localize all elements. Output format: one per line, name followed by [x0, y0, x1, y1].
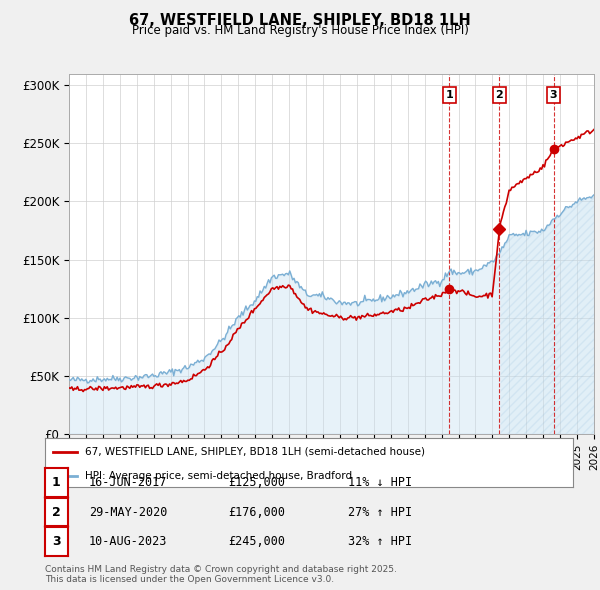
Text: 67, WESTFIELD LANE, SHIPLEY, BD18 1LH: 67, WESTFIELD LANE, SHIPLEY, BD18 1LH — [129, 13, 471, 28]
Text: 27% ↑ HPI: 27% ↑ HPI — [348, 506, 412, 519]
Text: 2: 2 — [52, 506, 61, 519]
Text: 29-MAY-2020: 29-MAY-2020 — [89, 506, 167, 519]
Text: 2: 2 — [496, 90, 503, 100]
Text: 11% ↓ HPI: 11% ↓ HPI — [348, 476, 412, 489]
Text: £125,000: £125,000 — [228, 476, 285, 489]
Text: Price paid vs. HM Land Registry's House Price Index (HPI): Price paid vs. HM Land Registry's House … — [131, 24, 469, 37]
Text: 67, WESTFIELD LANE, SHIPLEY, BD18 1LH (semi-detached house): 67, WESTFIELD LANE, SHIPLEY, BD18 1LH (s… — [85, 447, 425, 457]
Text: 16-JUN-2017: 16-JUN-2017 — [89, 476, 167, 489]
Text: 10-AUG-2023: 10-AUG-2023 — [89, 535, 167, 548]
Text: 1: 1 — [52, 476, 61, 489]
Text: £245,000: £245,000 — [228, 535, 285, 548]
Text: £176,000: £176,000 — [228, 506, 285, 519]
Text: Contains HM Land Registry data © Crown copyright and database right 2025.
This d: Contains HM Land Registry data © Crown c… — [45, 565, 397, 584]
Text: 3: 3 — [550, 90, 557, 100]
Text: 3: 3 — [52, 535, 61, 548]
Text: 1: 1 — [445, 90, 453, 100]
Text: 32% ↑ HPI: 32% ↑ HPI — [348, 535, 412, 548]
Text: HPI: Average price, semi-detached house, Bradford: HPI: Average price, semi-detached house,… — [85, 471, 352, 481]
